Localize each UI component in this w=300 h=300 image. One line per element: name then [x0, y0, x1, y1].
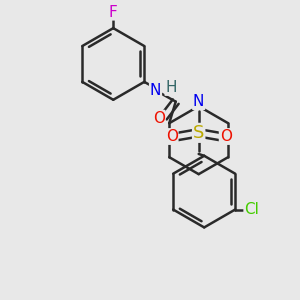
Text: Cl: Cl [244, 202, 259, 217]
Text: O: O [153, 111, 165, 126]
Text: N: N [150, 83, 161, 98]
Text: F: F [109, 5, 118, 20]
Text: O: O [166, 129, 178, 144]
Text: S: S [193, 124, 204, 142]
Text: N: N [193, 94, 204, 109]
Text: O: O [220, 129, 232, 144]
Text: H: H [165, 80, 177, 95]
